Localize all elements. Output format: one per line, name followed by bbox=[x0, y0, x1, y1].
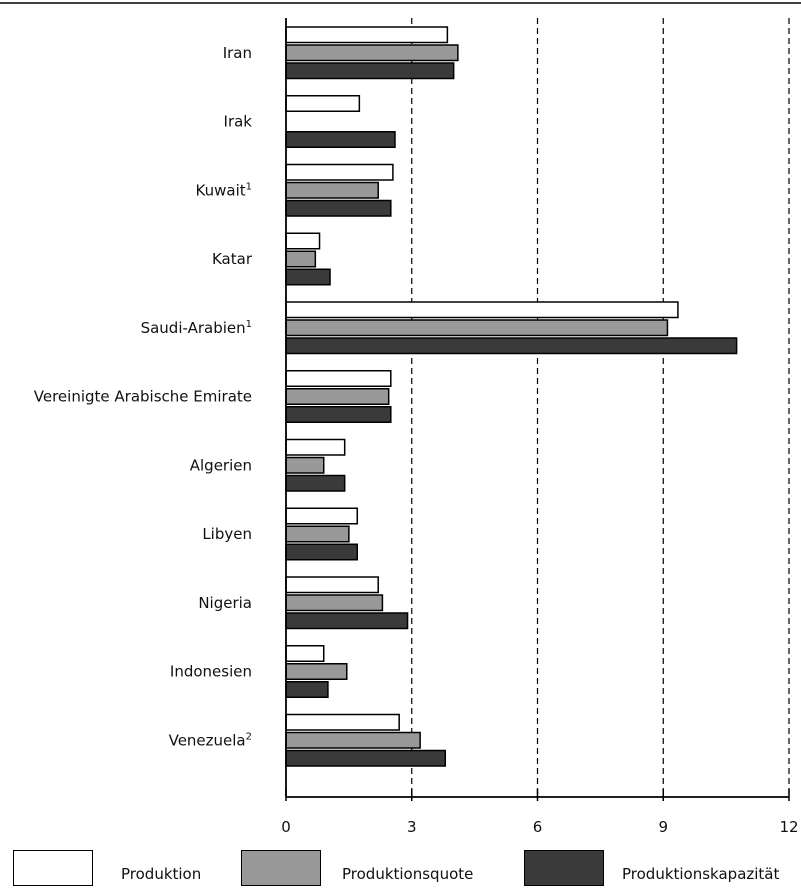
legend-swatch-produktion bbox=[13, 850, 93, 886]
x-tick-label-2: 6 bbox=[533, 818, 543, 836]
category-label-2: Kuwait1 bbox=[196, 181, 252, 199]
bar-produktionsquote-3 bbox=[285, 250, 317, 268]
category-label-10: Venezuela2 bbox=[169, 731, 252, 749]
bar-produktionskapazität-0 bbox=[285, 62, 455, 80]
category-labels: Iran Irak Kuwait1 Katar Saudi-Arabien1 Verein… bbox=[34, 44, 253, 750]
bar-produktion-8 bbox=[285, 576, 379, 594]
bar-produktion-0 bbox=[285, 26, 449, 44]
bar-produktionskapazität-10 bbox=[285, 749, 447, 767]
legend-label-produktionsquote: Produktionsquote bbox=[342, 865, 474, 883]
category-label-6: Algerien bbox=[190, 456, 252, 474]
bar-produktionsquote-8 bbox=[285, 594, 384, 612]
bar-produktionskapazität-7 bbox=[285, 543, 359, 561]
bar-produktion-6 bbox=[285, 438, 346, 456]
category-footnote-2: 1 bbox=[246, 181, 252, 192]
bar-produktionsquote-4 bbox=[285, 319, 669, 337]
legend-swatch-produktionsquote bbox=[241, 850, 321, 886]
bar-produktionskapazität-2 bbox=[285, 199, 392, 217]
bar-chart: Iran Irak Kuwait1 Katar Saudi-Arabien1 Verein… bbox=[0, 2, 801, 836]
bar-produktion-5 bbox=[285, 370, 392, 387]
category-footnote-10: 2 bbox=[246, 731, 252, 742]
x-tick-label-0: 0 bbox=[281, 818, 291, 836]
x-tick-label-1: 3 bbox=[407, 818, 417, 836]
bar-produktion-10 bbox=[285, 713, 400, 731]
bar-produktionsquote-5 bbox=[285, 388, 390, 405]
bar-produktionskapazität-5 bbox=[285, 406, 392, 423]
bar-produktionsquote-0 bbox=[285, 44, 459, 62]
bars bbox=[285, 26, 738, 767]
bar-produktionskapazität-8 bbox=[285, 612, 409, 630]
category-label-7: Libyen bbox=[202, 525, 252, 543]
bar-produktion-7 bbox=[285, 507, 359, 525]
x-tick-label-3: 9 bbox=[658, 818, 668, 836]
bar-produktionsquote-7 bbox=[285, 525, 350, 543]
x-tick-label-4: 12 bbox=[779, 818, 798, 836]
x-axis: 0 3 6 9 12 bbox=[281, 18, 799, 836]
category-footnote-4: 1 bbox=[246, 319, 252, 330]
legend-label-produktionskapazitaet: Produktionskapazität bbox=[622, 865, 780, 883]
bar-produktionskapazität-4 bbox=[285, 337, 738, 355]
bar-produktion-1 bbox=[285, 95, 361, 112]
category-label-5: Vereinigte Arabische Emirate bbox=[34, 388, 252, 406]
bar-produktionsquote-2 bbox=[285, 181, 379, 199]
bar-produktionsquote-10 bbox=[285, 731, 421, 749]
bar-produktionskapazität-1 bbox=[285, 131, 396, 148]
bar-produktionsquote-9 bbox=[285, 663, 348, 680]
category-label-0: Iran bbox=[223, 44, 252, 62]
bar-produktionskapazität-6 bbox=[285, 474, 346, 492]
bar-produktionskapazität-3 bbox=[285, 268, 331, 286]
category-label-3: Katar bbox=[212, 250, 253, 268]
bar-produktion-3 bbox=[285, 232, 321, 250]
category-label-8: Nigeria bbox=[198, 594, 252, 612]
bar-produktion-4 bbox=[285, 301, 679, 319]
bar-produktionskapazität-9 bbox=[285, 681, 329, 698]
grid-lines bbox=[411, 18, 790, 797]
bar-produktion-2 bbox=[285, 163, 394, 181]
legend-swatch-produktionskapazitaet bbox=[524, 850, 604, 886]
legend-label-produktion: Produktion bbox=[121, 865, 202, 883]
bar-produktion-9 bbox=[285, 645, 325, 662]
legend: Produktion Produktionsquote Produktionsk… bbox=[0, 850, 801, 891]
bar-produktionsquote-6 bbox=[285, 456, 325, 474]
category-label-9: Indonesien bbox=[170, 663, 252, 681]
category-label-1: Irak bbox=[224, 113, 253, 131]
category-label-4: Saudi-Arabien1 bbox=[141, 319, 252, 337]
